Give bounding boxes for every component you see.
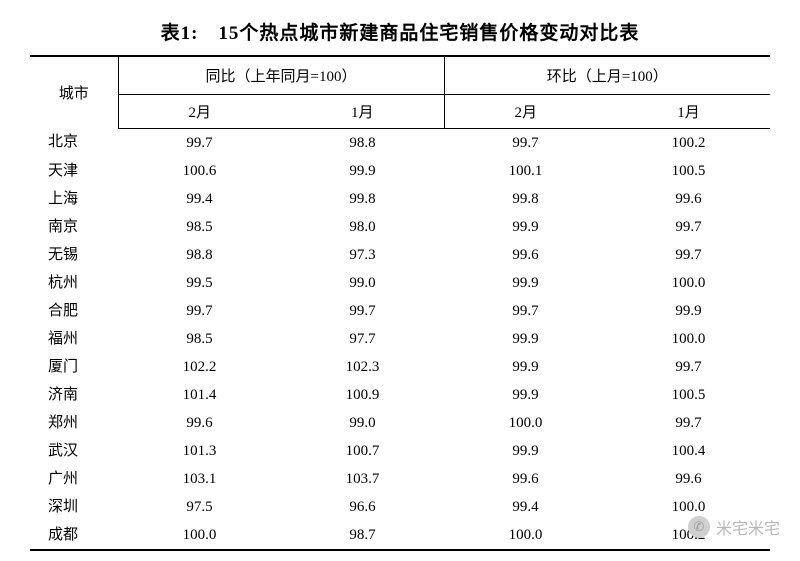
cell-mom-m2: 99.9 [444, 213, 607, 241]
cell-yoy-m2: 98.5 [118, 213, 281, 241]
col-city: 城市 [30, 56, 118, 128]
cell-yoy-m2: 99.4 [118, 185, 281, 213]
cell-mom-m2: 100.1 [444, 157, 607, 185]
cell-mom-m2: 99.9 [444, 269, 607, 297]
cell-city: 济南 [30, 381, 118, 409]
cell-mom-m1: 99.9 [607, 297, 770, 325]
cell-yoy-m2: 102.2 [118, 353, 281, 381]
cell-yoy-m1: 100.7 [281, 437, 444, 465]
cell-yoy-m1: 99.0 [281, 269, 444, 297]
cell-city: 无锡 [30, 241, 118, 269]
cell-mom-m1: 99.7 [607, 241, 770, 269]
table-row: 北京99.798.899.7100.2 [30, 128, 770, 157]
cell-yoy-m2: 101.3 [118, 437, 281, 465]
cell-yoy-m2: 99.7 [118, 128, 281, 157]
cell-city: 厦门 [30, 353, 118, 381]
cell-mom-m2: 100.0 [444, 521, 607, 550]
table-row: 合肥99.799.799.799.9 [30, 297, 770, 325]
cell-city: 北京 [30, 128, 118, 157]
cell-mom-m1: 99.7 [607, 409, 770, 437]
table-row: 杭州99.599.099.9100.0 [30, 269, 770, 297]
cell-yoy-m2: 101.4 [118, 381, 281, 409]
cell-city: 合肥 [30, 297, 118, 325]
cell-yoy-m1: 98.8 [281, 128, 444, 157]
cell-yoy-m2: 98.5 [118, 325, 281, 353]
cell-yoy-m1: 98.0 [281, 213, 444, 241]
cell-yoy-m1: 96.6 [281, 493, 444, 521]
cell-yoy-m1: 99.0 [281, 409, 444, 437]
cell-city: 郑州 [30, 409, 118, 437]
table-row: 上海99.499.899.899.6 [30, 185, 770, 213]
cell-yoy-m2: 100.0 [118, 521, 281, 550]
cell-mom-m2: 100.0 [444, 409, 607, 437]
cell-yoy-m2: 99.7 [118, 297, 281, 325]
table-row: 成都100.098.7100.0100.2 [30, 521, 770, 550]
cell-yoy-m1: 99.8 [281, 185, 444, 213]
cell-mom-m2: 99.6 [444, 465, 607, 493]
cell-mom-m1: 100.2 [607, 128, 770, 157]
table-row: 郑州99.699.0100.099.7 [30, 409, 770, 437]
cell-mom-m1: 100.0 [607, 325, 770, 353]
col-yoy-m1: 1月 [281, 94, 444, 128]
col-yoy: 同比（上年同月=100） [118, 56, 444, 94]
cell-mom-m1: 100.2 [607, 521, 770, 550]
cell-yoy-m2: 97.5 [118, 493, 281, 521]
cell-mom-m1: 100.4 [607, 437, 770, 465]
cell-yoy-m1: 97.7 [281, 325, 444, 353]
cell-yoy-m2: 100.6 [118, 157, 281, 185]
table-row: 武汉101.3100.799.9100.4 [30, 437, 770, 465]
cell-mom-m2: 99.9 [444, 381, 607, 409]
cell-yoy-m1: 103.7 [281, 465, 444, 493]
table-row: 深圳97.596.699.4100.0 [30, 493, 770, 521]
cell-yoy-m2: 99.5 [118, 269, 281, 297]
cell-mom-m1: 100.0 [607, 493, 770, 521]
cell-yoy-m1: 99.7 [281, 297, 444, 325]
cell-city: 南京 [30, 213, 118, 241]
cell-yoy-m1: 102.3 [281, 353, 444, 381]
cell-city: 杭州 [30, 269, 118, 297]
price-table: 城市 同比（上年同月=100） 环比（上月=100） 2月 1月 2月 1月 北… [30, 55, 770, 551]
table-row: 济南101.4100.999.9100.5 [30, 381, 770, 409]
cell-city: 深圳 [30, 493, 118, 521]
cell-city: 天津 [30, 157, 118, 185]
cell-yoy-m1: 99.9 [281, 157, 444, 185]
table-row: 无锡98.897.399.699.7 [30, 241, 770, 269]
cell-city: 福州 [30, 325, 118, 353]
cell-yoy-m1: 97.3 [281, 241, 444, 269]
table-row: 南京98.598.099.999.7 [30, 213, 770, 241]
cell-mom-m1: 100.0 [607, 269, 770, 297]
cell-mom-m1: 99.7 [607, 353, 770, 381]
cell-mom-m2: 99.9 [444, 437, 607, 465]
table-row: 厦门102.2102.399.999.7 [30, 353, 770, 381]
col-mom-m1: 1月 [607, 94, 770, 128]
cell-yoy-m1: 98.7 [281, 521, 444, 550]
cell-mom-m2: 99.7 [444, 128, 607, 157]
cell-mom-m2: 99.6 [444, 241, 607, 269]
col-mom-m2: 2月 [444, 94, 607, 128]
cell-yoy-m2: 98.8 [118, 241, 281, 269]
col-yoy-m2: 2月 [118, 94, 281, 128]
cell-mom-m1: 100.5 [607, 157, 770, 185]
table-row: 广州103.1103.799.699.6 [30, 465, 770, 493]
cell-yoy-m2: 99.6 [118, 409, 281, 437]
cell-yoy-m2: 103.1 [118, 465, 281, 493]
table-title: 表1: 15个热点城市新建商品住宅销售价格变动对比表 [30, 18, 770, 45]
cell-mom-m2: 99.9 [444, 325, 607, 353]
cell-city: 广州 [30, 465, 118, 493]
col-mom: 环比（上月=100） [444, 56, 770, 94]
cell-mom-m2: 99.8 [444, 185, 607, 213]
cell-mom-m2: 99.4 [444, 493, 607, 521]
cell-city: 上海 [30, 185, 118, 213]
cell-mom-m1: 100.5 [607, 381, 770, 409]
cell-mom-m1: 99.6 [607, 185, 770, 213]
cell-yoy-m1: 100.9 [281, 381, 444, 409]
cell-mom-m2: 99.9 [444, 353, 607, 381]
cell-city: 武汉 [30, 437, 118, 465]
cell-mom-m1: 99.6 [607, 465, 770, 493]
table-row: 天津100.699.9100.1100.5 [30, 157, 770, 185]
cell-mom-m2: 99.7 [444, 297, 607, 325]
cell-city: 成都 [30, 521, 118, 550]
table-row: 福州98.597.799.9100.0 [30, 325, 770, 353]
cell-mom-m1: 99.7 [607, 213, 770, 241]
